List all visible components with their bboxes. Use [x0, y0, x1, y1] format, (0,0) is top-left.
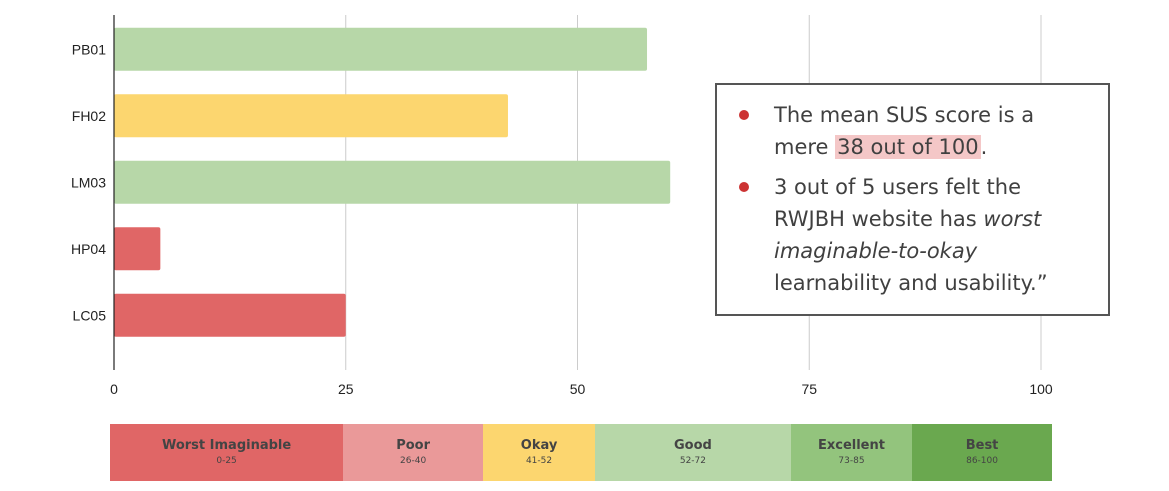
findings-callout: The mean SUS score is a mere 38 out of 1…	[715, 83, 1110, 316]
finding-text: The mean SUS score is a mere	[774, 103, 1035, 159]
scale-segment-label: Okay	[520, 438, 558, 453]
scale-segment-label: Excellent	[817, 438, 885, 453]
scale-segment-range: 0-25	[216, 456, 237, 466]
scale-segment-range: 41-52	[525, 456, 553, 466]
scale-segment-okay: Okay 41-52	[483, 424, 595, 481]
x-tick-labels: 0 25 50 75 100	[110, 381, 1053, 397]
mean-score-highlight: 38 out of 100	[835, 135, 981, 159]
y-tick-label: PB01	[72, 41, 106, 57]
sus-grading-scale: Worst Imaginable 0-25 Poor 26-40 Okay 41-52 Go…	[110, 424, 1053, 481]
scale-segment-label: Good	[674, 438, 712, 453]
scale-segment-range: 86-100	[966, 456, 998, 466]
x-tick-label: 50	[570, 381, 586, 397]
y-tick-label: LC05	[73, 307, 107, 323]
scale-segment-label: Best	[965, 438, 999, 453]
scale-segment-range: 26-40	[400, 456, 427, 466]
finding-text: 3 out of 5 users felt the RWJBH website …	[774, 175, 1021, 231]
scale-segment-good: Good 52-72	[595, 424, 791, 481]
finding-user-perception: 3 out of 5 users felt the RWJBH website …	[737, 171, 1088, 299]
scale-segment-excellent: Excellent 73-85	[790, 424, 913, 481]
bullet-dot-icon	[739, 110, 749, 120]
finding-text: .	[980, 135, 988, 159]
x-tick-label: 75	[801, 381, 817, 397]
y-tick-label: FH02	[72, 108, 106, 124]
bar-lm03	[114, 160, 671, 204]
finding-emphasis: worst imaginable-to-okay	[774, 207, 1042, 263]
scale-segment-range: 52-72	[679, 456, 706, 466]
bullet-dot-icon	[739, 182, 749, 192]
bars	[114, 27, 671, 337]
scale-segment-label: Poor	[396, 438, 431, 453]
x-tick-label: 0	[110, 381, 118, 397]
x-tick-label: 25	[338, 381, 354, 397]
finding-text: learnability and usability.”	[774, 271, 1048, 295]
scale-segment-worst-imaginable: Worst Imaginable 0-25	[110, 424, 344, 481]
bar-hp04	[114, 227, 161, 271]
scale-segment-label: Worst Imaginable	[161, 438, 292, 453]
scale-segment-poor: Poor 26-40	[343, 424, 484, 481]
bar-pb01	[114, 27, 648, 71]
bar-lc05	[114, 293, 346, 337]
y-tick-labels: PB01 FH02 LM03 HP04 LC05	[71, 41, 106, 323]
bar-fh02	[114, 94, 508, 138]
scale-segment-best: Best 86-100	[912, 424, 1053, 481]
y-tick-label: LM03	[71, 174, 106, 190]
finding-mean-score: The mean SUS score is a mere 38 out of 1…	[737, 99, 1088, 163]
x-tick-label: 100	[1029, 381, 1053, 397]
y-tick-label: HP04	[71, 241, 106, 257]
scale-segment-range: 73-85	[838, 456, 865, 466]
